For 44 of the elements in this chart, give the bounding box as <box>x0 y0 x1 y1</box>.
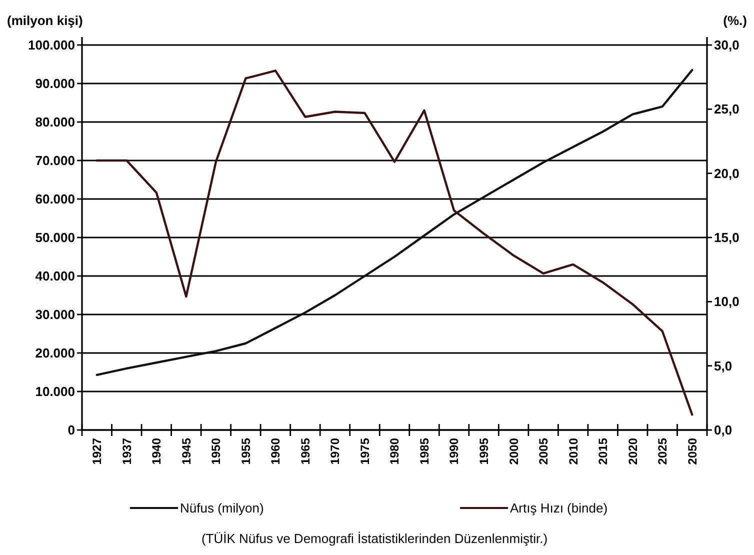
x-tick-label: 2015 <box>596 438 610 465</box>
y2-tick-label: 25,0 <box>714 102 740 117</box>
x-tick-label: 2050 <box>685 438 700 465</box>
x-tick-label: 2000 <box>506 438 521 465</box>
legend-label: Nüfus (milyon) <box>180 500 264 516</box>
y-tick-label: 70.000 <box>35 153 75 168</box>
y2-tick-label: 30,0 <box>714 38 740 53</box>
text: (TÜİK Nüfus ve Demografi İstatistiklerinden Düzenlenmiştir.) <box>201 531 548 546</box>
x-tick-label: 1945 <box>179 438 194 465</box>
y2-tick-label: 15,0 <box>714 230 740 246</box>
y-tick-label: 10.000 <box>35 384 75 400</box>
x-tick-label: 1927 <box>90 438 104 465</box>
x-tick-label: 1960 <box>268 438 283 465</box>
x-tick-label: 1950 <box>209 438 224 465</box>
x-tick-label: 1970 <box>328 438 342 465</box>
y-tick-label: 30.000 <box>35 307 75 322</box>
legend-label: Artış Hızı (binde) <box>510 500 608 516</box>
y2-tick-label: 10,0 <box>714 294 740 310</box>
x-tick-label: 2025 <box>656 438 670 465</box>
y-tick-label: 80.000 <box>35 114 75 130</box>
y2-tick-label: 5,0 <box>714 358 732 374</box>
y2-tick-label: 0,0 <box>714 422 732 438</box>
y-tick-label: 60.000 <box>35 192 75 207</box>
y2-axis-title: (%.) <box>723 13 747 28</box>
x-tick-label: 2010 <box>566 438 580 465</box>
x-tick-label: 1975 <box>358 438 372 465</box>
y-tick-label: 50.000 <box>35 230 75 246</box>
x-tick-label: 1955 <box>238 438 253 465</box>
y-axis-title: (milyon kişi) <box>7 13 83 28</box>
x-tick-label: 1965 <box>298 438 312 465</box>
x-tick-label: 1937 <box>120 438 134 465</box>
x-tick-label: 1985 <box>417 438 432 465</box>
x-tick-label: 1990 <box>447 438 462 465</box>
y-tick-label: 20.000 <box>35 346 75 361</box>
y-tick-label: 100.000 <box>28 38 75 53</box>
x-tick-label: 2005 <box>536 438 551 465</box>
x-tick-label: 2020 <box>626 438 640 465</box>
y2-tick-label: 20,0 <box>714 166 740 181</box>
y-tick-label: 40.000 <box>35 268 75 284</box>
y-tick-label: 0 <box>68 422 75 438</box>
x-tick-label: 1995 <box>476 438 491 465</box>
x-tick-label: 1940 <box>150 438 164 465</box>
y-tick-label: 90.000 <box>35 76 75 92</box>
x-tick-label: 1980 <box>388 438 402 465</box>
